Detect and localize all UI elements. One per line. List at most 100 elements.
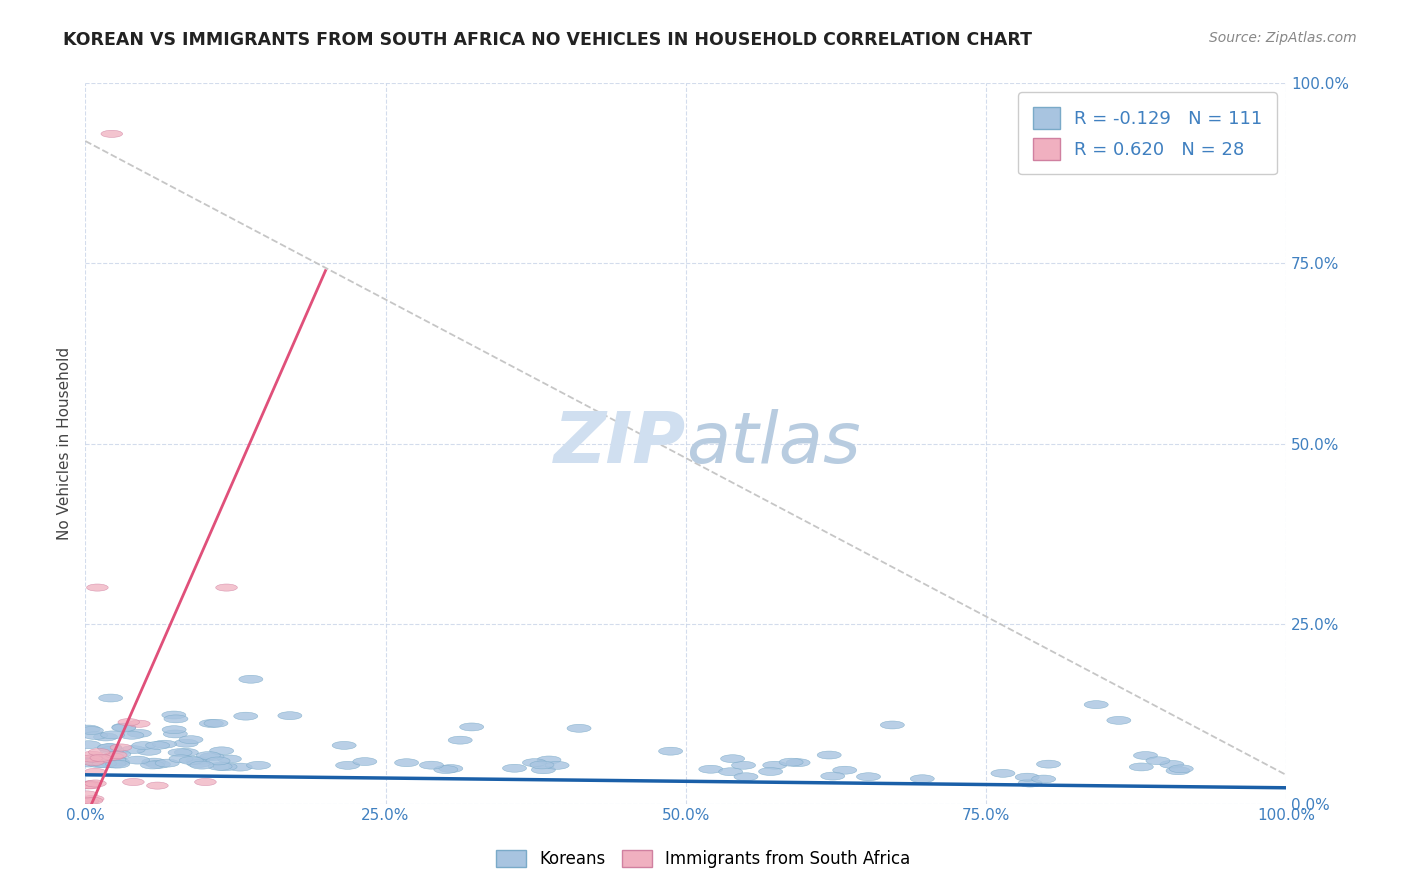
Ellipse shape (1166, 767, 1189, 774)
Ellipse shape (77, 797, 98, 805)
Ellipse shape (817, 751, 841, 759)
Ellipse shape (502, 764, 526, 772)
Ellipse shape (204, 719, 228, 727)
Ellipse shape (567, 724, 591, 732)
Ellipse shape (1160, 761, 1184, 768)
Ellipse shape (122, 779, 145, 786)
Text: ZIP: ZIP (554, 409, 686, 478)
Ellipse shape (107, 750, 131, 758)
Ellipse shape (98, 694, 122, 702)
Ellipse shape (1133, 752, 1157, 759)
Ellipse shape (101, 731, 125, 739)
Ellipse shape (142, 758, 166, 766)
Ellipse shape (136, 747, 162, 756)
Ellipse shape (84, 756, 108, 764)
Ellipse shape (77, 759, 101, 767)
Ellipse shape (141, 761, 165, 769)
Text: Source: ZipAtlas.com: Source: ZipAtlas.com (1209, 31, 1357, 45)
Ellipse shape (105, 751, 127, 758)
Ellipse shape (103, 756, 127, 764)
Ellipse shape (246, 762, 270, 769)
Ellipse shape (200, 720, 224, 727)
Ellipse shape (83, 757, 107, 765)
Ellipse shape (278, 712, 302, 720)
Ellipse shape (734, 772, 758, 780)
Ellipse shape (1129, 763, 1153, 771)
Ellipse shape (76, 797, 97, 805)
Ellipse shape (163, 730, 187, 738)
Ellipse shape (449, 736, 472, 744)
Ellipse shape (1084, 700, 1108, 708)
Text: atlas: atlas (686, 409, 860, 478)
Ellipse shape (125, 756, 149, 764)
Ellipse shape (194, 779, 217, 786)
Ellipse shape (83, 796, 104, 803)
Ellipse shape (186, 756, 209, 764)
Ellipse shape (110, 744, 132, 751)
Ellipse shape (76, 725, 100, 733)
Ellipse shape (779, 758, 803, 766)
Ellipse shape (174, 739, 198, 747)
Ellipse shape (84, 780, 107, 787)
Ellipse shape (336, 762, 360, 769)
Ellipse shape (100, 747, 124, 754)
Legend: Koreans, Immigrants from South Africa: Koreans, Immigrants from South Africa (489, 843, 917, 875)
Ellipse shape (91, 756, 112, 763)
Ellipse shape (128, 720, 150, 727)
Ellipse shape (190, 761, 214, 769)
Legend: R = -0.129   N = 111, R = 0.620   N = 28: R = -0.129 N = 111, R = 0.620 N = 28 (1018, 93, 1277, 175)
Ellipse shape (821, 772, 845, 780)
Ellipse shape (395, 759, 419, 766)
Ellipse shape (87, 584, 108, 591)
Ellipse shape (1018, 779, 1042, 787)
Ellipse shape (353, 757, 377, 765)
Ellipse shape (94, 733, 118, 741)
Ellipse shape (214, 763, 238, 771)
Ellipse shape (90, 755, 111, 762)
Ellipse shape (80, 755, 103, 762)
Ellipse shape (1170, 764, 1194, 772)
Ellipse shape (546, 762, 569, 769)
Ellipse shape (169, 748, 193, 756)
Ellipse shape (105, 760, 129, 768)
Ellipse shape (179, 736, 202, 744)
Ellipse shape (910, 775, 935, 782)
Ellipse shape (118, 719, 139, 726)
Ellipse shape (162, 726, 186, 733)
Ellipse shape (523, 759, 547, 766)
Ellipse shape (218, 755, 242, 763)
Ellipse shape (165, 714, 188, 723)
Ellipse shape (215, 584, 238, 591)
Ellipse shape (101, 760, 125, 768)
Y-axis label: No Vehicles in Household: No Vehicles in Household (58, 347, 72, 540)
Ellipse shape (1146, 756, 1170, 764)
Ellipse shape (239, 675, 263, 683)
Ellipse shape (759, 768, 783, 775)
Ellipse shape (233, 712, 257, 720)
Ellipse shape (105, 758, 129, 766)
Ellipse shape (856, 772, 880, 780)
Ellipse shape (537, 756, 561, 764)
Ellipse shape (228, 764, 252, 771)
Ellipse shape (97, 744, 121, 752)
Ellipse shape (880, 721, 904, 729)
Ellipse shape (155, 759, 179, 767)
Ellipse shape (79, 781, 101, 789)
Ellipse shape (731, 761, 755, 769)
Ellipse shape (82, 751, 103, 758)
Ellipse shape (76, 791, 97, 798)
Ellipse shape (76, 781, 97, 789)
Ellipse shape (80, 780, 101, 788)
Ellipse shape (762, 761, 787, 769)
Ellipse shape (419, 761, 443, 769)
Ellipse shape (121, 746, 145, 754)
Ellipse shape (718, 768, 742, 776)
Ellipse shape (101, 130, 122, 137)
Ellipse shape (531, 766, 555, 773)
Ellipse shape (112, 723, 136, 731)
Ellipse shape (187, 759, 211, 767)
Ellipse shape (128, 730, 152, 738)
Ellipse shape (179, 756, 204, 764)
Ellipse shape (79, 781, 100, 789)
Ellipse shape (104, 757, 128, 765)
